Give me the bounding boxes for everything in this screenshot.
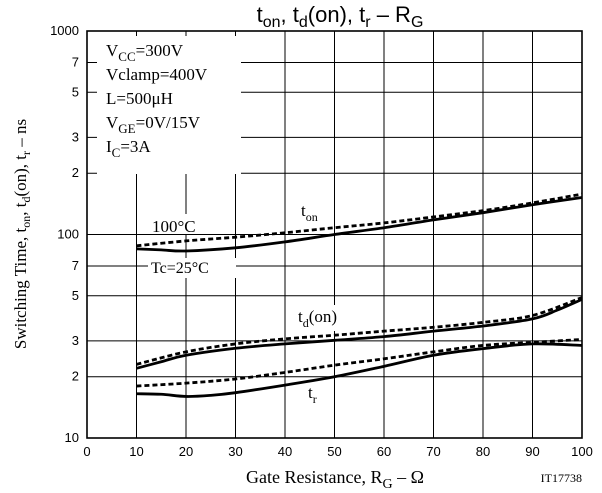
plot-area [86,30,583,439]
x-tick-label: 40 [278,444,292,459]
y-tick-label: 100 [57,227,79,242]
x-tick-label: 0 [83,444,90,459]
y-tick-label: 10 [65,430,79,445]
y-tick-label: 2 [72,369,79,384]
series-line-ton-100c [136,192,583,248]
condition-line: IC=3A [106,137,151,160]
x-tick-label: 30 [228,444,242,459]
series-line-ton-25c [136,196,583,253]
x-tick-label: 50 [327,444,341,459]
y-tick-label: 3 [72,333,79,348]
annotation-ton-bg [298,200,334,222]
annotation-ton: ton [301,201,318,224]
x-tick-label: 20 [179,444,193,459]
x-tick-labels: 0 10 20 30 40 50 60 70 80 90 100 [83,444,592,459]
x-tick-label: 60 [377,444,391,459]
condition-line: L=500μH [106,89,173,108]
condition-line: VGE=0V/15V [106,113,201,136]
annotation-td-on: td(on) [298,307,337,330]
x-axis-label: Gate Resistance, RG – Ω [246,467,424,492]
condition-line: VCC=300V [106,41,184,64]
y-tick-label: 5 [72,84,79,99]
annotation-td-bg [295,305,355,331]
annotation-100c: 100°C [152,217,196,236]
y-tick-label: 3 [72,129,79,144]
x-tick-label: 70 [426,444,440,459]
x-tick-label: 80 [476,444,490,459]
series-line-tr-100c [136,338,583,388]
annotation-hot-bg [147,214,205,234]
y-tick-label: 7 [72,55,79,70]
y-tick-labels: 10 2 3 5 7 100 2 3 5 7 1000 [50,23,79,445]
series-line-tr-25c [136,342,583,398]
series-line-tdon-100c [136,296,583,366]
conditions-box [97,36,241,174]
series-line-tdon-25c [136,298,583,370]
chart-title: ton, td(on), tr – RG [257,2,424,31]
annotation-tr: tr [308,383,317,406]
y-tick-label: 2 [72,165,79,180]
y-tick-label: 5 [72,288,79,303]
x-tick-label: 10 [129,444,143,459]
figure-id: IT17738 [541,471,582,485]
condition-line: Vclamp=400V [106,65,208,84]
x-tick-label: 100 [571,444,593,459]
y-axis-label: Switching Time, ton, td(on), tr – ns [11,119,33,349]
annotation-tr-bg [306,384,326,404]
y-tick-label: 1000 [50,23,79,38]
annotation-cold-bg [148,258,236,278]
y-tick-label: 7 [72,258,79,273]
annotation-tc25: Tc=25°C [151,260,209,277]
series-group [136,192,583,398]
x-tick-label: 90 [525,444,539,459]
